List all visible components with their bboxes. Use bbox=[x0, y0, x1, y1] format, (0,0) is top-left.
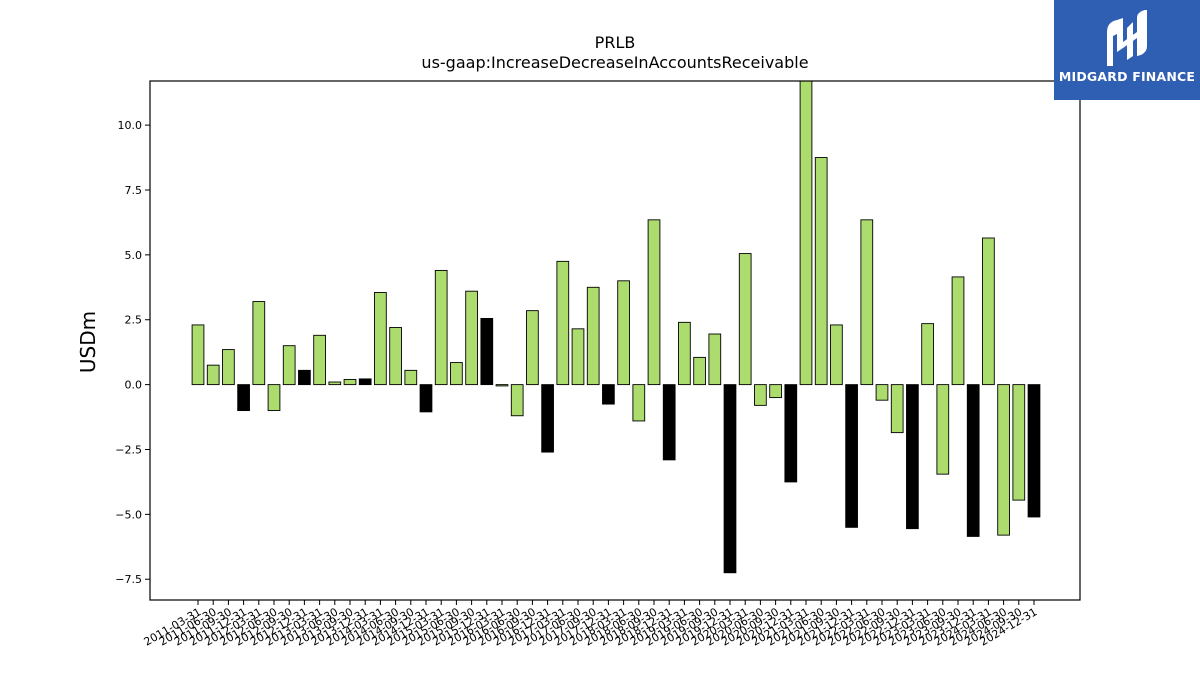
bar-2014-03-31 bbox=[374, 292, 387, 386]
bar-2015-12-31 bbox=[480, 317, 494, 386]
bar-2022-06-30 bbox=[875, 384, 889, 401]
bar-2018-12-31 bbox=[662, 384, 676, 461]
bar-2018-03-31 bbox=[617, 280, 630, 386]
bar-2015-09-30 bbox=[465, 290, 478, 386]
bars-group bbox=[191, 80, 1041, 574]
bar-2012-12-31 bbox=[298, 369, 311, 386]
y-tick-label: 7.5 bbox=[125, 184, 143, 197]
y-tick-label: −7.5 bbox=[115, 573, 142, 586]
chart-subtitle: us-gaap:IncreaseDecreaseInAccountsReceiv… bbox=[421, 53, 808, 72]
bar-2013-03-31 bbox=[313, 334, 326, 386]
bar-2024-12-31 bbox=[1027, 384, 1041, 518]
bar-2021-12-31 bbox=[845, 384, 858, 528]
bar-2023-03-31 bbox=[921, 323, 934, 386]
bar-2020-03-31 bbox=[738, 253, 752, 386]
bar-2023-09-30 bbox=[951, 276, 965, 386]
bar-2018-06-30 bbox=[632, 384, 646, 422]
bar-2020-12-31 bbox=[784, 384, 798, 483]
y-tick-label: −5.0 bbox=[115, 508, 142, 521]
bar-2019-06-30 bbox=[693, 356, 706, 386]
bar-2022-03-31 bbox=[860, 219, 874, 386]
bar-2014-12-31 bbox=[419, 384, 433, 413]
bar-2022-12-31 bbox=[906, 384, 919, 530]
brand-logo: MIDGARD FINANCE bbox=[1054, 0, 1200, 100]
bar-2016-03-31 bbox=[495, 384, 509, 387]
bar-2016-09-30 bbox=[526, 310, 539, 386]
bar-2014-09-30 bbox=[404, 369, 418, 386]
y-tick-label: 5.0 bbox=[125, 249, 143, 262]
bar-2013-09-30 bbox=[343, 378, 357, 386]
bar-2019-09-30 bbox=[708, 333, 722, 386]
brand-name: MIDGARD FINANCE bbox=[1058, 69, 1196, 84]
bar-2024-06-30 bbox=[997, 384, 1010, 536]
bar-2024-09-30 bbox=[1012, 384, 1026, 501]
y-tick-label: −2.5 bbox=[115, 443, 142, 456]
y-axis-label: USDm bbox=[76, 311, 100, 373]
bar-2021-09-30 bbox=[830, 324, 843, 386]
bar-2012-09-30 bbox=[282, 345, 296, 386]
bar-2011-06-30 bbox=[206, 364, 220, 386]
bar-2013-06-30 bbox=[328, 381, 342, 386]
x-axis: 2011-03-312011-06-302011-09-302011-12-31… bbox=[142, 600, 1040, 649]
bar-2015-03-31 bbox=[434, 269, 448, 386]
bar-2015-06-30 bbox=[450, 362, 463, 386]
bar-2012-06-30 bbox=[267, 384, 281, 412]
bar-2014-06-30 bbox=[389, 327, 402, 386]
bar-2017-09-30 bbox=[586, 286, 600, 386]
bar-2011-03-31 bbox=[191, 324, 205, 386]
bar-2012-03-31 bbox=[252, 301, 266, 386]
plot-frame bbox=[149, 80, 1081, 601]
bar-2019-03-31 bbox=[678, 321, 691, 386]
bar-2024-03-31 bbox=[982, 237, 995, 386]
bar-2020-06-30 bbox=[754, 384, 767, 406]
bar-2018-09-30 bbox=[647, 219, 661, 386]
midgard-m-logo-icon bbox=[1107, 10, 1147, 66]
bar-2023-06-30 bbox=[936, 384, 950, 475]
bar-2016-12-31 bbox=[541, 384, 554, 453]
bar-2011-12-31 bbox=[237, 384, 250, 412]
y-tick-label: 0.0 bbox=[125, 379, 143, 392]
bar-2017-12-31 bbox=[602, 384, 615, 405]
bar-2019-12-31 bbox=[723, 384, 737, 574]
bar-2013-12-31 bbox=[358, 378, 372, 386]
bar-2017-03-31 bbox=[556, 260, 570, 386]
y-tick-label: 10.0 bbox=[118, 119, 143, 132]
y-axis: −7.5 −5.0 −2.5 0.0 2.5 5.0 7.5 10.0 bbox=[115, 119, 150, 586]
bar-2023-12-31 bbox=[966, 384, 980, 537]
bar-2020-09-30 bbox=[769, 384, 782, 399]
bar-2021-06-30 bbox=[814, 157, 828, 386]
y-tick-label: 2.5 bbox=[125, 314, 143, 327]
bar-2017-06-30 bbox=[571, 328, 585, 386]
bar-2021-03-31 bbox=[799, 80, 813, 386]
bar-2011-09-30 bbox=[222, 349, 235, 386]
bar-2016-06-30 bbox=[510, 384, 524, 417]
chart-title: PRLB bbox=[595, 33, 636, 52]
bar-2022-09-30 bbox=[890, 384, 904, 434]
